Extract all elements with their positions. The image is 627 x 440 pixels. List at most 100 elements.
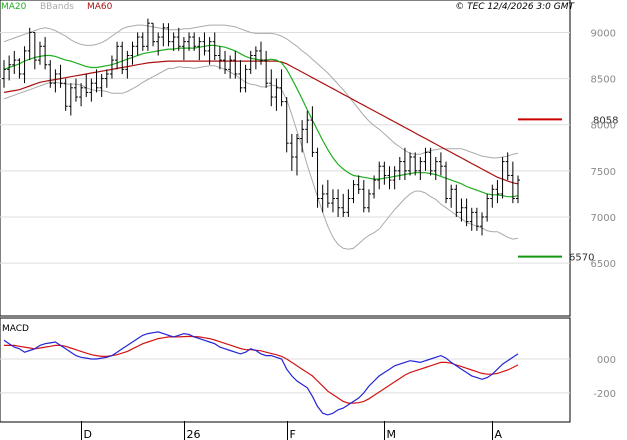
macd-signal-line: [4, 335, 519, 404]
ohlc-bar: [223, 50, 228, 74]
ohlc-bar: [53, 69, 58, 93]
ohlc-bar: [330, 189, 335, 213]
bbands-lower-line: [3, 65, 519, 250]
ohlc-bar: [392, 166, 397, 190]
ohlc-bar: [156, 32, 161, 56]
ohlc-bar: [382, 161, 387, 185]
macd-main-line: [3, 331, 519, 416]
ohlc-bar: [43, 37, 48, 70]
ohlc-bar: [320, 184, 325, 213]
ohlc-bar: [115, 41, 120, 70]
ohlc-bar: [48, 60, 53, 88]
ohlc-bar: [89, 78, 94, 102]
ohlc-bar: [274, 78, 279, 111]
ohlc-bar: [197, 37, 202, 61]
ohlc-bar: [423, 147, 428, 171]
ohlc-bar: [387, 166, 392, 190]
ohlc-bar: [428, 147, 433, 176]
x-tick-label: A: [495, 428, 503, 440]
ohlc-bar: [464, 198, 469, 227]
ohlc-bar: [310, 106, 315, 157]
x-tick-label: 26: [187, 428, 201, 440]
ohlc-bar: [17, 58, 22, 79]
ohlc-bar: [449, 184, 454, 208]
ohlc-bar: [228, 55, 233, 79]
ohlc-bar: [248, 50, 253, 74]
ohlc-bar: [505, 152, 510, 181]
ohlc-bar: [438, 152, 443, 176]
ohlc-bar: [104, 69, 109, 88]
ohlc-bar: [372, 175, 377, 199]
legend-ma60: MA60: [87, 2, 113, 12]
ohlc-bar: [474, 207, 479, 231]
x-axis: D 26 F M A: [81, 421, 503, 440]
ohlc-bar: [238, 60, 243, 93]
support-level-label: 6570: [569, 253, 594, 264]
ohlc-bar: [202, 32, 207, 56]
ohlc-bar: [325, 180, 330, 208]
ohlc-bar: [433, 157, 438, 181]
ohlc-bar: [315, 147, 320, 208]
ohlc-bar: [120, 41, 125, 74]
ohlc-bar: [490, 184, 495, 208]
price-tick-label: 7000: [591, 213, 616, 224]
ohlc-bar: [135, 32, 140, 56]
ohlc-bar: [79, 83, 84, 107]
ohlc-bar: [361, 180, 366, 213]
ohlc-bar: [22, 46, 27, 84]
ohlc-bar: [346, 189, 351, 217]
ohlc-bar: [253, 46, 258, 70]
ohlc-bar: [351, 180, 356, 204]
ohlc-bar: [192, 32, 197, 51]
ohlc-bar: [459, 198, 464, 222]
price-tick-label: 9000: [591, 28, 616, 39]
ohlc-bar: [408, 152, 413, 176]
ohlc-bar: [269, 69, 274, 107]
ohlc-bar: [356, 175, 361, 194]
ohlc-bar: [166, 23, 171, 47]
ohlc-bar: [300, 120, 305, 153]
ohlc-bar: [32, 31, 37, 70]
price-tick-label: 8000: [591, 121, 616, 132]
macd-tick-label: -200: [593, 389, 616, 400]
ohlc-bar: [516, 175, 520, 204]
ohlc-bar: [217, 46, 222, 70]
ohlc-bar: [305, 110, 310, 144]
ohlc-bar: [480, 212, 485, 236]
ohlc-bar: [402, 147, 407, 181]
ohlc-bar: [500, 157, 505, 199]
price-grid: [0, 31, 570, 264]
ohlc-bar: [454, 184, 459, 217]
ohlc-bar: [58, 64, 63, 88]
ohlc-bar: [99, 73, 104, 98]
ohlc-bar: [264, 50, 269, 88]
macd-label: MACD: [2, 324, 29, 334]
legend-ma20: MA20: [1, 2, 27, 12]
price-axis: 6500 7000 7500 8000 8500 9000: [591, 28, 616, 270]
ohlc-bar: [418, 157, 423, 181]
ohlc-bar: [181, 37, 186, 61]
ohlc-bar: [187, 32, 192, 51]
copyright-label: © TEC 12/4/2026 3:0 GMT: [455, 2, 575, 12]
ohlc-bar: [109, 55, 114, 79]
ohlc-bar: [485, 193, 490, 222]
x-tick-label: M: [387, 428, 397, 440]
macd-panel-frame: [0, 317, 571, 423]
ohlc-bar: [495, 180, 500, 204]
price-panel-frame: [0, 0, 571, 317]
ohlc-bar: [510, 161, 515, 204]
x-tick-label: D: [84, 428, 92, 440]
ohlc-bar: [7, 55, 12, 81]
ohlc-bar: [140, 32, 145, 51]
ohlc-bar: [94, 69, 99, 93]
macd-lines: [3, 331, 519, 416]
ohlc-bar: [130, 41, 135, 65]
ohlc-bar: [171, 32, 176, 51]
ohlc-bar: [336, 189, 341, 217]
ohlc-bar: [469, 207, 474, 231]
ohlc-bar: [68, 83, 73, 116]
price-tick-label: 6500: [591, 259, 616, 270]
ohlc-bars: [2, 18, 520, 236]
bbands-upper-line: [3, 24, 519, 159]
